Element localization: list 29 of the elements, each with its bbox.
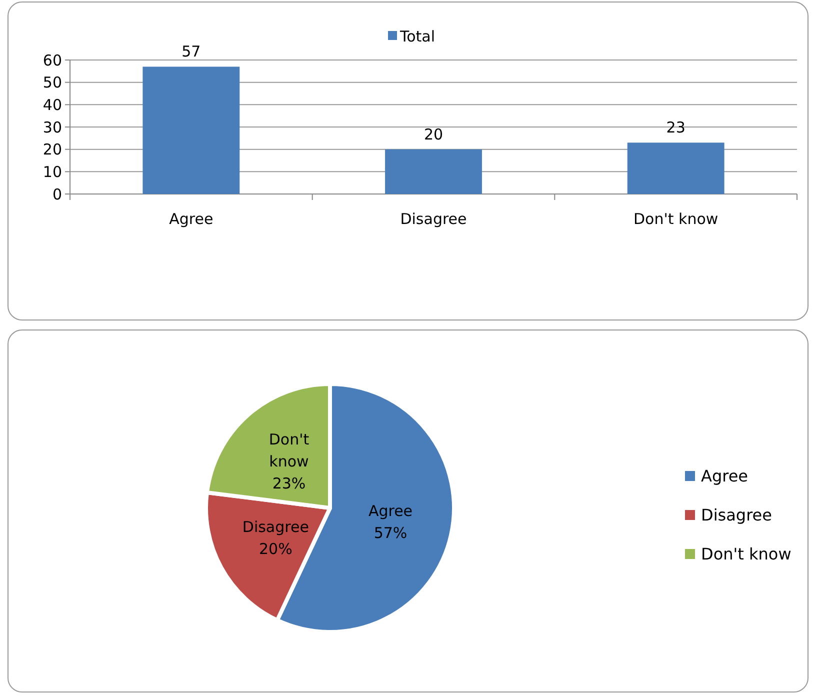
slice-label: Don't know <box>268 430 310 471</box>
y-tick-label: 30 <box>42 118 62 136</box>
data-label: 23% <box>272 474 306 493</box>
data-label: 57% <box>374 524 408 542</box>
y-tick-label: 20 <box>42 140 62 159</box>
x-tick-label: Disagree <box>400 210 467 228</box>
legend-entry: Disagree <box>685 506 772 525</box>
x-tick-label: Agree <box>169 210 214 228</box>
legend-label: Total <box>399 27 436 46</box>
y-tick-label: 60 <box>42 51 62 70</box>
bar <box>385 149 482 194</box>
data-label: 23 <box>666 118 686 137</box>
y-tick-label: 0 <box>52 185 62 204</box>
y-tick-label: 40 <box>42 96 62 114</box>
y-tick-label: 10 <box>42 162 62 181</box>
slice-label: Agree <box>368 502 413 520</box>
bar <box>142 66 240 194</box>
bar <box>627 142 724 194</box>
legend-label: Don't know <box>701 544 792 564</box>
data-label: 57 <box>182 42 201 61</box>
legend-entry: Agree <box>685 466 748 486</box>
x-tick-label: Don't know <box>634 210 718 228</box>
data-label: 20% <box>258 540 292 558</box>
legend-label: Disagree <box>701 506 772 525</box>
legend-entry: Don't know <box>685 544 792 564</box>
slice-label: Disagree <box>242 518 309 536</box>
y-tick-label: 50 <box>42 74 62 92</box>
legend-label: Agree <box>701 466 748 486</box>
data-label: 20 <box>424 125 444 144</box>
